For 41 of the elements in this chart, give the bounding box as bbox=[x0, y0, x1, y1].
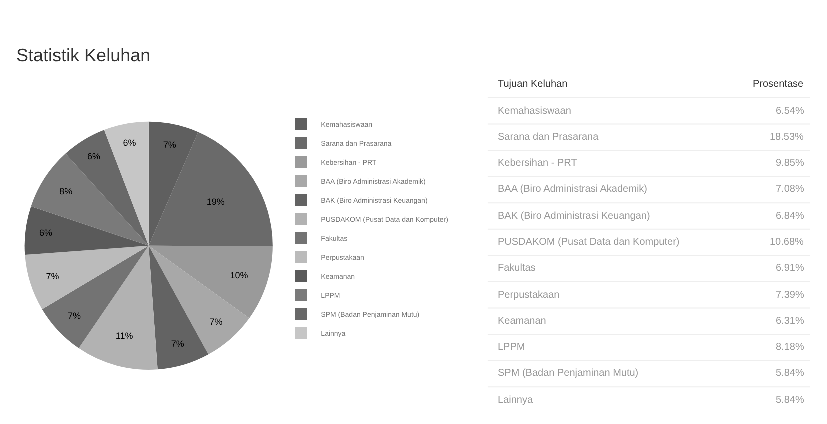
text: 5.84% bbox=[776, 395, 804, 406]
data-label: 7% bbox=[210, 317, 223, 327]
pie-slice bbox=[148, 246, 273, 318]
chart-title: Statistik Keluhan bbox=[16, 45, 151, 66]
text: LPPM bbox=[498, 342, 526, 353]
text: PUSDAKOM (Pusat Data dan Komputer) bbox=[498, 237, 680, 248]
data-label: 19% bbox=[206, 197, 225, 208]
data-label: 6% bbox=[123, 138, 136, 148]
text: Lainnya bbox=[498, 395, 534, 406]
text: SPM (Badan Penjaminan Mutu) bbox=[498, 368, 639, 379]
text: 6.54% bbox=[776, 106, 804, 117]
data-label: 7% bbox=[46, 271, 60, 282]
text: BAK (Biro Administrasi Keuangan) bbox=[498, 211, 650, 222]
data-label: 11% bbox=[116, 331, 134, 342]
data-label: 8% bbox=[60, 186, 73, 197]
data-label: 6% bbox=[87, 152, 100, 162]
text: Fakultas bbox=[498, 263, 536, 274]
text: 7.08% bbox=[776, 184, 804, 195]
text: 5.84% bbox=[776, 368, 804, 379]
pie-slice bbox=[24, 206, 149, 256]
text: Kebersihan - PRT bbox=[498, 158, 578, 169]
text: 6.84% bbox=[776, 211, 804, 222]
text: 8.18% bbox=[776, 342, 804, 353]
text: Kemahasiswaan bbox=[498, 106, 572, 117]
text: BAA (Biro Administrasi Akademik) bbox=[498, 184, 648, 195]
text: Sarana dan Prasarana bbox=[498, 132, 600, 143]
text: Tujuan Keluhan bbox=[498, 79, 568, 90]
text: 18.53% bbox=[770, 132, 804, 143]
data-label: 6% bbox=[40, 228, 53, 238]
text: 6.91% bbox=[776, 263, 804, 274]
data-label: 7% bbox=[68, 310, 82, 321]
text: Keamanan bbox=[498, 316, 546, 327]
data-label: 7% bbox=[163, 140, 176, 150]
text: 10.68% bbox=[770, 237, 804, 248]
text: Prosentase bbox=[753, 79, 804, 90]
text: 7.39% bbox=[776, 290, 804, 301]
text: 6.31% bbox=[776, 316, 804, 327]
text: 9.85% bbox=[776, 158, 804, 169]
data-label: 10% bbox=[230, 270, 248, 280]
data-label: 7% bbox=[171, 338, 184, 349]
text: Perpustakaan bbox=[498, 290, 560, 301]
